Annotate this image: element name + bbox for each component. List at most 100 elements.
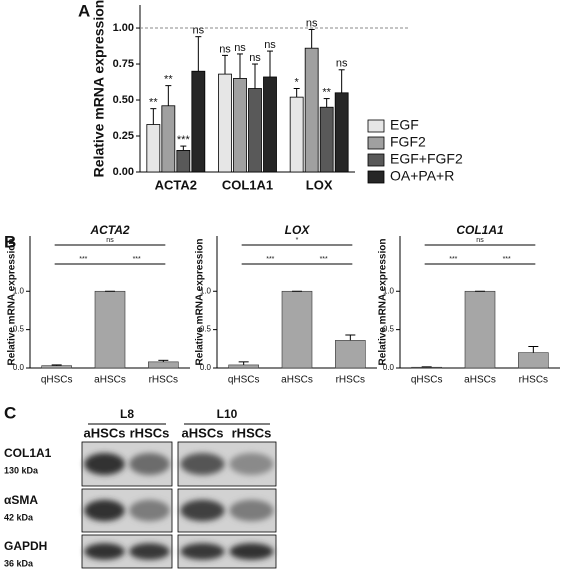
blot-band bbox=[129, 499, 170, 522]
significance-label: *** bbox=[449, 256, 457, 263]
y-tick-label: 0.0 bbox=[200, 363, 212, 372]
bar bbox=[94, 290, 126, 369]
significance-label: ns bbox=[336, 58, 348, 70]
y-tick-label: 0.5 bbox=[13, 325, 25, 334]
y-axis-label: Relative mRNA expression bbox=[7, 239, 18, 366]
legend-label: FGF2 bbox=[390, 134, 426, 150]
legend-swatch bbox=[367, 136, 385, 150]
bar bbox=[335, 340, 366, 369]
lane-label: rHSCs bbox=[232, 425, 272, 440]
legend-label: EGF+FGF2 bbox=[390, 151, 463, 167]
significance-label: ** bbox=[149, 97, 158, 109]
bar bbox=[218, 73, 232, 173]
y-tick-label: 0.50 bbox=[113, 94, 134, 106]
y-tick-label: 0.5 bbox=[383, 325, 395, 334]
legend-swatch bbox=[367, 153, 385, 167]
y-axis-label: Relative mRNA expression bbox=[195, 239, 206, 366]
x-tick-label: LOX bbox=[306, 177, 333, 192]
bar bbox=[161, 105, 176, 173]
significance-label: *** bbox=[503, 256, 511, 263]
protein-size: 42 kDa bbox=[4, 512, 34, 522]
bar bbox=[289, 96, 304, 173]
bar bbox=[319, 106, 334, 173]
blot-band bbox=[84, 453, 125, 475]
bar bbox=[464, 290, 496, 369]
panel-label: A bbox=[78, 1, 90, 20]
significance-label: ns bbox=[306, 17, 318, 29]
panel-label: B bbox=[4, 232, 16, 251]
x-tick-label: COL1A1 bbox=[222, 177, 273, 192]
significance-label: ns bbox=[249, 52, 261, 64]
significance-label: ** bbox=[164, 74, 173, 86]
blot-band bbox=[84, 543, 125, 560]
x-tick-label: ACTA2 bbox=[155, 177, 197, 192]
y-tick-label: 1.0 bbox=[200, 286, 212, 295]
significance-label: *** bbox=[177, 134, 191, 146]
y-tick-label: 0.00 bbox=[113, 166, 134, 178]
blot-band bbox=[229, 499, 274, 522]
x-tick-label: qHSCs bbox=[41, 375, 73, 386]
significance-label: *** bbox=[266, 256, 274, 263]
significance-label: ns bbox=[234, 42, 246, 54]
bar bbox=[233, 78, 247, 173]
significance-label: * bbox=[295, 76, 300, 88]
protein-size: 130 kDa bbox=[4, 465, 39, 475]
x-tick-label: rHSCs bbox=[149, 375, 178, 386]
legend-swatch bbox=[367, 119, 385, 133]
lane-label: rHSCs bbox=[130, 425, 170, 440]
y-tick-label: 1.00 bbox=[113, 22, 134, 34]
blot-band bbox=[84, 499, 125, 522]
legend-swatch bbox=[367, 170, 385, 184]
y-tick-label: 0.0 bbox=[13, 363, 25, 372]
y-tick-label: 0.0 bbox=[383, 363, 395, 372]
lane-label: aHSCs bbox=[84, 425, 126, 440]
bar bbox=[41, 365, 72, 369]
y-tick-label: 1.0 bbox=[13, 286, 25, 295]
blot-band bbox=[180, 499, 225, 522]
protein-label: αSMA bbox=[4, 493, 38, 507]
protein-label: GAPDH bbox=[4, 539, 47, 553]
y-tick-label: 1.0 bbox=[383, 286, 395, 295]
bar bbox=[248, 88, 262, 173]
panel-label: C bbox=[4, 403, 16, 422]
protein-size: 36 kDa bbox=[4, 558, 34, 568]
y-tick-label: 0.5 bbox=[200, 325, 212, 334]
chart-title: COL1A1 bbox=[456, 223, 504, 237]
significance-label: ns bbox=[476, 237, 484, 244]
blot-band bbox=[129, 453, 170, 475]
significance-label: * bbox=[296, 237, 299, 244]
x-tick-label: aHSCs bbox=[281, 375, 313, 386]
y-tick-label: 0.25 bbox=[113, 130, 134, 142]
bar bbox=[148, 361, 179, 369]
significance-label: ns bbox=[219, 43, 231, 55]
y-axis-label: Relative mRNA expression bbox=[91, 0, 107, 177]
y-tick-label: 0.75 bbox=[113, 58, 134, 70]
bar bbox=[146, 124, 161, 173]
x-tick-label: qHSCs bbox=[228, 375, 260, 386]
chart-title: LOX bbox=[285, 223, 311, 237]
significance-label: *** bbox=[79, 256, 87, 263]
blot-band bbox=[180, 543, 225, 560]
blot-band bbox=[229, 453, 274, 475]
blot-band bbox=[180, 453, 225, 475]
legend-label: OA+PA+R bbox=[390, 168, 454, 184]
bar bbox=[176, 150, 191, 173]
bar bbox=[304, 47, 319, 173]
x-tick-label: rHSCs bbox=[336, 375, 365, 386]
y-axis-label: Relative mRNA expression bbox=[378, 239, 389, 366]
significance-label: ns bbox=[264, 39, 276, 51]
group-label: L10 bbox=[217, 407, 238, 421]
chart-title: ACTA2 bbox=[89, 223, 129, 237]
x-tick-label: aHSCs bbox=[94, 375, 126, 386]
legend-label: EGF bbox=[390, 117, 419, 133]
significance-label: ns bbox=[106, 237, 114, 244]
bar bbox=[334, 92, 349, 173]
significance-label: ** bbox=[322, 86, 331, 98]
bar bbox=[518, 352, 549, 369]
bar bbox=[191, 70, 206, 173]
lane-label: aHSCs bbox=[182, 425, 224, 440]
significance-label: *** bbox=[133, 256, 141, 263]
bar bbox=[228, 364, 259, 369]
protein-label: COL1A1 bbox=[4, 446, 52, 460]
